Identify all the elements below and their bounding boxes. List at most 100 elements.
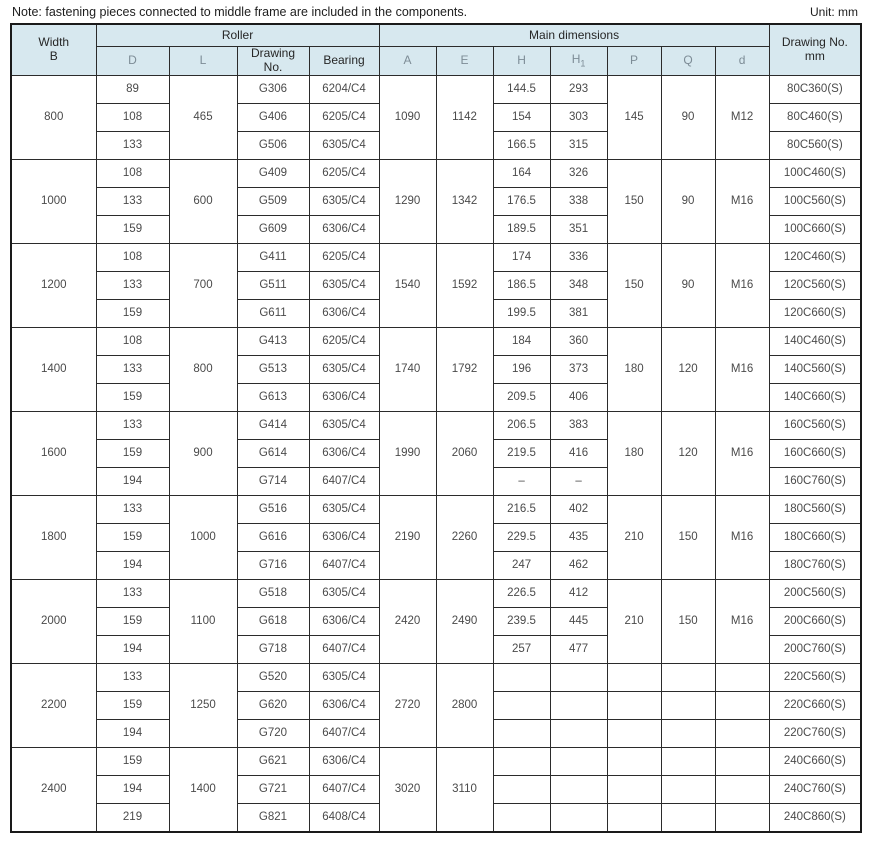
- bearing-cell: 6306/C4: [308, 606, 380, 636]
- roller-drawing-no-cell: G718: [236, 634, 310, 664]
- dim-h1-cell: [549, 718, 608, 748]
- width-b-cell: 2200: [10, 662, 97, 748]
- roller-diameter-cell: 133: [95, 494, 170, 524]
- roller-diameter-cell: 194: [95, 634, 170, 664]
- drawing-code-cell: 220C560(S): [768, 662, 862, 692]
- width-b-cell: 1600: [10, 410, 97, 496]
- roller-diameter-cell: 159: [95, 214, 170, 244]
- roller-diameter-cell: 159: [95, 746, 170, 776]
- dim-q-cell: [660, 774, 716, 804]
- bearing-cell: 6205/C4: [308, 242, 380, 272]
- roller-diameter-cell: 108: [95, 242, 170, 272]
- drawing-code-cell: 240C760(S): [768, 774, 862, 804]
- dim-h1-cell: 315: [549, 130, 608, 160]
- roller-drawing-no-cell: G409: [236, 158, 310, 188]
- dim-a-cell: 1290: [378, 158, 437, 244]
- dim-q-cell: 120: [660, 410, 716, 496]
- width-b-cell: 1000: [10, 158, 97, 244]
- roller-drawing-no-cell: G306: [236, 74, 310, 104]
- roller-drawing-no-cell: G609: [236, 214, 310, 244]
- dim-h-cell: 229.5: [492, 522, 551, 552]
- dim-a-cell: 1540: [378, 242, 437, 328]
- col-header-bearing: Bearing: [308, 46, 380, 76]
- col-header-d-thread: d: [714, 46, 770, 76]
- drawing-code-cell: 100C560(S): [768, 186, 862, 216]
- drawing-label-line1: Drawing: [250, 46, 295, 60]
- width-b-cell: 2000: [10, 578, 97, 664]
- bearing-cell: 6205/C4: [308, 102, 380, 132]
- dim-p-cell: 150: [606, 242, 662, 328]
- table-row: 1400 108 800 G413 6205/C4 1740 1792 184 360 180 12…: [10, 326, 862, 412]
- dim-h-cell: 189.5: [492, 214, 551, 244]
- table-header: Width B Roller Main dimensions Drawing N…: [10, 23, 862, 76]
- dim-e-cell: 2800: [435, 662, 494, 748]
- dim-e-cell: 2490: [435, 578, 494, 664]
- bearing-cell: 6408/C4: [308, 802, 380, 833]
- roller-drawing-no-cell: G511: [236, 270, 310, 300]
- width-b-cell: 1400: [10, 326, 97, 412]
- col-header-d: D: [95, 46, 170, 76]
- dim-h1-cell: 293: [549, 74, 608, 104]
- table-row: 194 G714 6407/C4 – – 160C760(S): [11, 466, 862, 496]
- drawing-code-cell: 140C460(S): [768, 326, 862, 356]
- col-header-l: L: [168, 46, 238, 76]
- bearing-cell: 6306/C4: [308, 522, 380, 552]
- dim-a-cell: 3020: [378, 746, 437, 833]
- dim-q-cell: [660, 690, 716, 720]
- bearing-cell: 6305/C4: [308, 662, 380, 692]
- drawing-code-cell: 160C660(S): [768, 438, 862, 468]
- dim-h1-cell: 416: [549, 438, 608, 468]
- dim-h1-cell: 348: [549, 270, 608, 300]
- bearing-cell: 6305/C4: [308, 410, 380, 440]
- dim-h1-cell: 338: [549, 186, 608, 216]
- col-header-a: A: [378, 46, 437, 76]
- dim-d-thread-cell: [714, 746, 770, 776]
- table-row: 1600 133 900 G414 6305/C4 1990 2060 206.5 383 180…: [10, 410, 862, 496]
- table-row: 108 G406 6205/C4 154 303 80C460(S): [11, 102, 862, 132]
- dim-h-cell: [492, 718, 551, 748]
- roller-diameter-cell: 133: [95, 662, 170, 692]
- table-row: 133 G513 6305/C4 196 373 140C560(S): [11, 354, 862, 384]
- dim-e-cell: 1142: [435, 74, 494, 160]
- dim-h-cell: 219.5: [492, 438, 551, 468]
- dim-h1-cell: [549, 774, 608, 804]
- dim-h1-cell: 373: [549, 354, 608, 384]
- roller-diameter-cell: 159: [95, 522, 170, 552]
- bearing-cell: 6305/C4: [308, 186, 380, 216]
- roller-diameter-cell: 133: [95, 186, 170, 216]
- drawing-code-cell: 100C460(S): [768, 158, 862, 188]
- roller-diameter-cell: 159: [95, 606, 170, 636]
- dim-h-cell: 209.5: [492, 382, 551, 412]
- dim-h-cell: 164: [492, 158, 551, 188]
- roller-diameter-cell: 159: [95, 298, 170, 328]
- roller-diameter-cell: 159: [95, 438, 170, 468]
- dim-q-cell: [660, 718, 716, 748]
- roller-drawing-no-cell: G614: [236, 438, 310, 468]
- drawing-code-cell: 220C660(S): [768, 690, 862, 720]
- drawing-code-cell: 80C560(S): [768, 130, 862, 160]
- dim-h1-cell: 406: [549, 382, 608, 412]
- roller-length-cell: 465: [168, 74, 238, 160]
- dim-h1-cell: 381: [549, 298, 608, 328]
- width-label-line1: Width: [38, 35, 70, 49]
- drawing-code-cell: 120C560(S): [768, 270, 862, 300]
- dim-d-thread-cell: [714, 662, 770, 692]
- bearing-cell: 6306/C4: [308, 690, 380, 720]
- dim-h1-cell: [549, 690, 608, 720]
- dim-h-cell: 184: [492, 326, 551, 356]
- dim-d-thread-cell: M16: [714, 242, 770, 328]
- drawing-code-cell: 80C460(S): [768, 102, 862, 132]
- roller-length-cell: 600: [168, 158, 238, 244]
- drawing-code-cell: 200C760(S): [768, 634, 862, 664]
- dim-h1-cell: 477: [549, 634, 608, 664]
- drawing-code-cell: 100C660(S): [768, 214, 862, 244]
- dim-p-cell: [606, 690, 662, 720]
- dim-q-cell: 150: [660, 578, 716, 664]
- dim-h-cell: 216.5: [492, 494, 551, 524]
- dim-h1-cell: –: [549, 466, 608, 496]
- col-group-main-dimensions: Main dimensions: [378, 23, 770, 47]
- roller-diameter-cell: 89: [95, 74, 170, 104]
- drawing-code-cell: 160C560(S): [768, 410, 862, 440]
- roller-diameter-cell: 108: [95, 326, 170, 356]
- dim-h1-cell: [549, 802, 608, 833]
